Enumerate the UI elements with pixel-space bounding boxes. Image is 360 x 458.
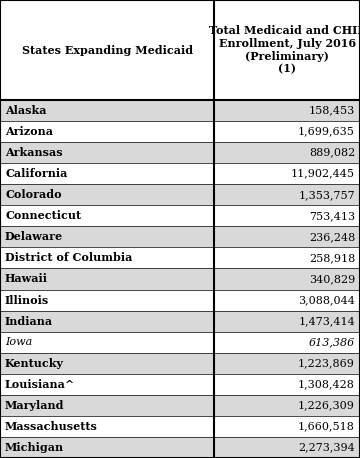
Text: 889,082: 889,082: [309, 147, 355, 158]
Bar: [0, 395, 360, 416]
Text: 236,248: 236,248: [309, 232, 355, 242]
Text: 1,473,414: 1,473,414: [298, 316, 355, 326]
Bar: [0, 289, 360, 311]
Bar: [0, 184, 360, 205]
Text: Louisiana^: Louisiana^: [5, 379, 75, 390]
Text: Indiana: Indiana: [5, 316, 53, 327]
Text: 158,453: 158,453: [309, 105, 355, 115]
Text: District of Columbia: District of Columbia: [5, 252, 132, 263]
Text: Kentucky: Kentucky: [5, 358, 64, 369]
Text: 1,699,635: 1,699,635: [298, 126, 355, 136]
Text: 340,829: 340,829: [309, 274, 355, 284]
Bar: [0, 163, 360, 184]
Bar: [0, 416, 360, 437]
Bar: [0, 247, 360, 268]
Text: Massachusetts: Massachusetts: [5, 421, 98, 432]
Bar: [0, 121, 360, 142]
Bar: [0, 226, 360, 247]
Bar: [0, 437, 360, 458]
Text: 1,308,428: 1,308,428: [298, 379, 355, 389]
Bar: [0, 268, 360, 289]
Text: Connecticut: Connecticut: [5, 210, 81, 221]
Text: Iowa: Iowa: [5, 337, 32, 347]
Text: 1,353,757: 1,353,757: [298, 190, 355, 200]
Bar: [0, 0, 360, 100]
Text: 258,918: 258,918: [309, 253, 355, 263]
Text: States Expanding Medicaid: States Expanding Medicaid: [22, 44, 193, 55]
Text: California: California: [5, 168, 67, 179]
Text: Colorado: Colorado: [5, 189, 62, 200]
Text: 1,660,518: 1,660,518: [298, 421, 355, 431]
Text: Arizona: Arizona: [5, 126, 53, 137]
Text: Alaska: Alaska: [5, 105, 46, 116]
Text: 1,223,869: 1,223,869: [298, 358, 355, 368]
Bar: [0, 100, 360, 121]
Bar: [0, 332, 360, 353]
Text: 753,413: 753,413: [309, 211, 355, 221]
Text: Michigan: Michigan: [5, 442, 64, 453]
Text: 613,386: 613,386: [309, 337, 355, 347]
Text: Hawaii: Hawaii: [5, 273, 48, 284]
Bar: [0, 311, 360, 332]
Bar: [0, 142, 360, 163]
Text: Delaware: Delaware: [5, 231, 63, 242]
Bar: [0, 353, 360, 374]
Text: Maryland: Maryland: [5, 400, 64, 411]
Text: Illinois: Illinois: [5, 294, 49, 305]
Text: 3,088,044: 3,088,044: [298, 295, 355, 305]
Text: 11,902,445: 11,902,445: [291, 169, 355, 179]
Bar: [0, 374, 360, 395]
Bar: [0, 205, 360, 226]
Text: 1,226,309: 1,226,309: [298, 400, 355, 410]
Text: 2,273,394: 2,273,394: [298, 442, 355, 453]
Text: Arkansas: Arkansas: [5, 147, 63, 158]
Text: Total Medicaid and CHIP
Enrollment, July 2016
(Preliminary)
(1): Total Medicaid and CHIP Enrollment, July…: [209, 25, 360, 75]
